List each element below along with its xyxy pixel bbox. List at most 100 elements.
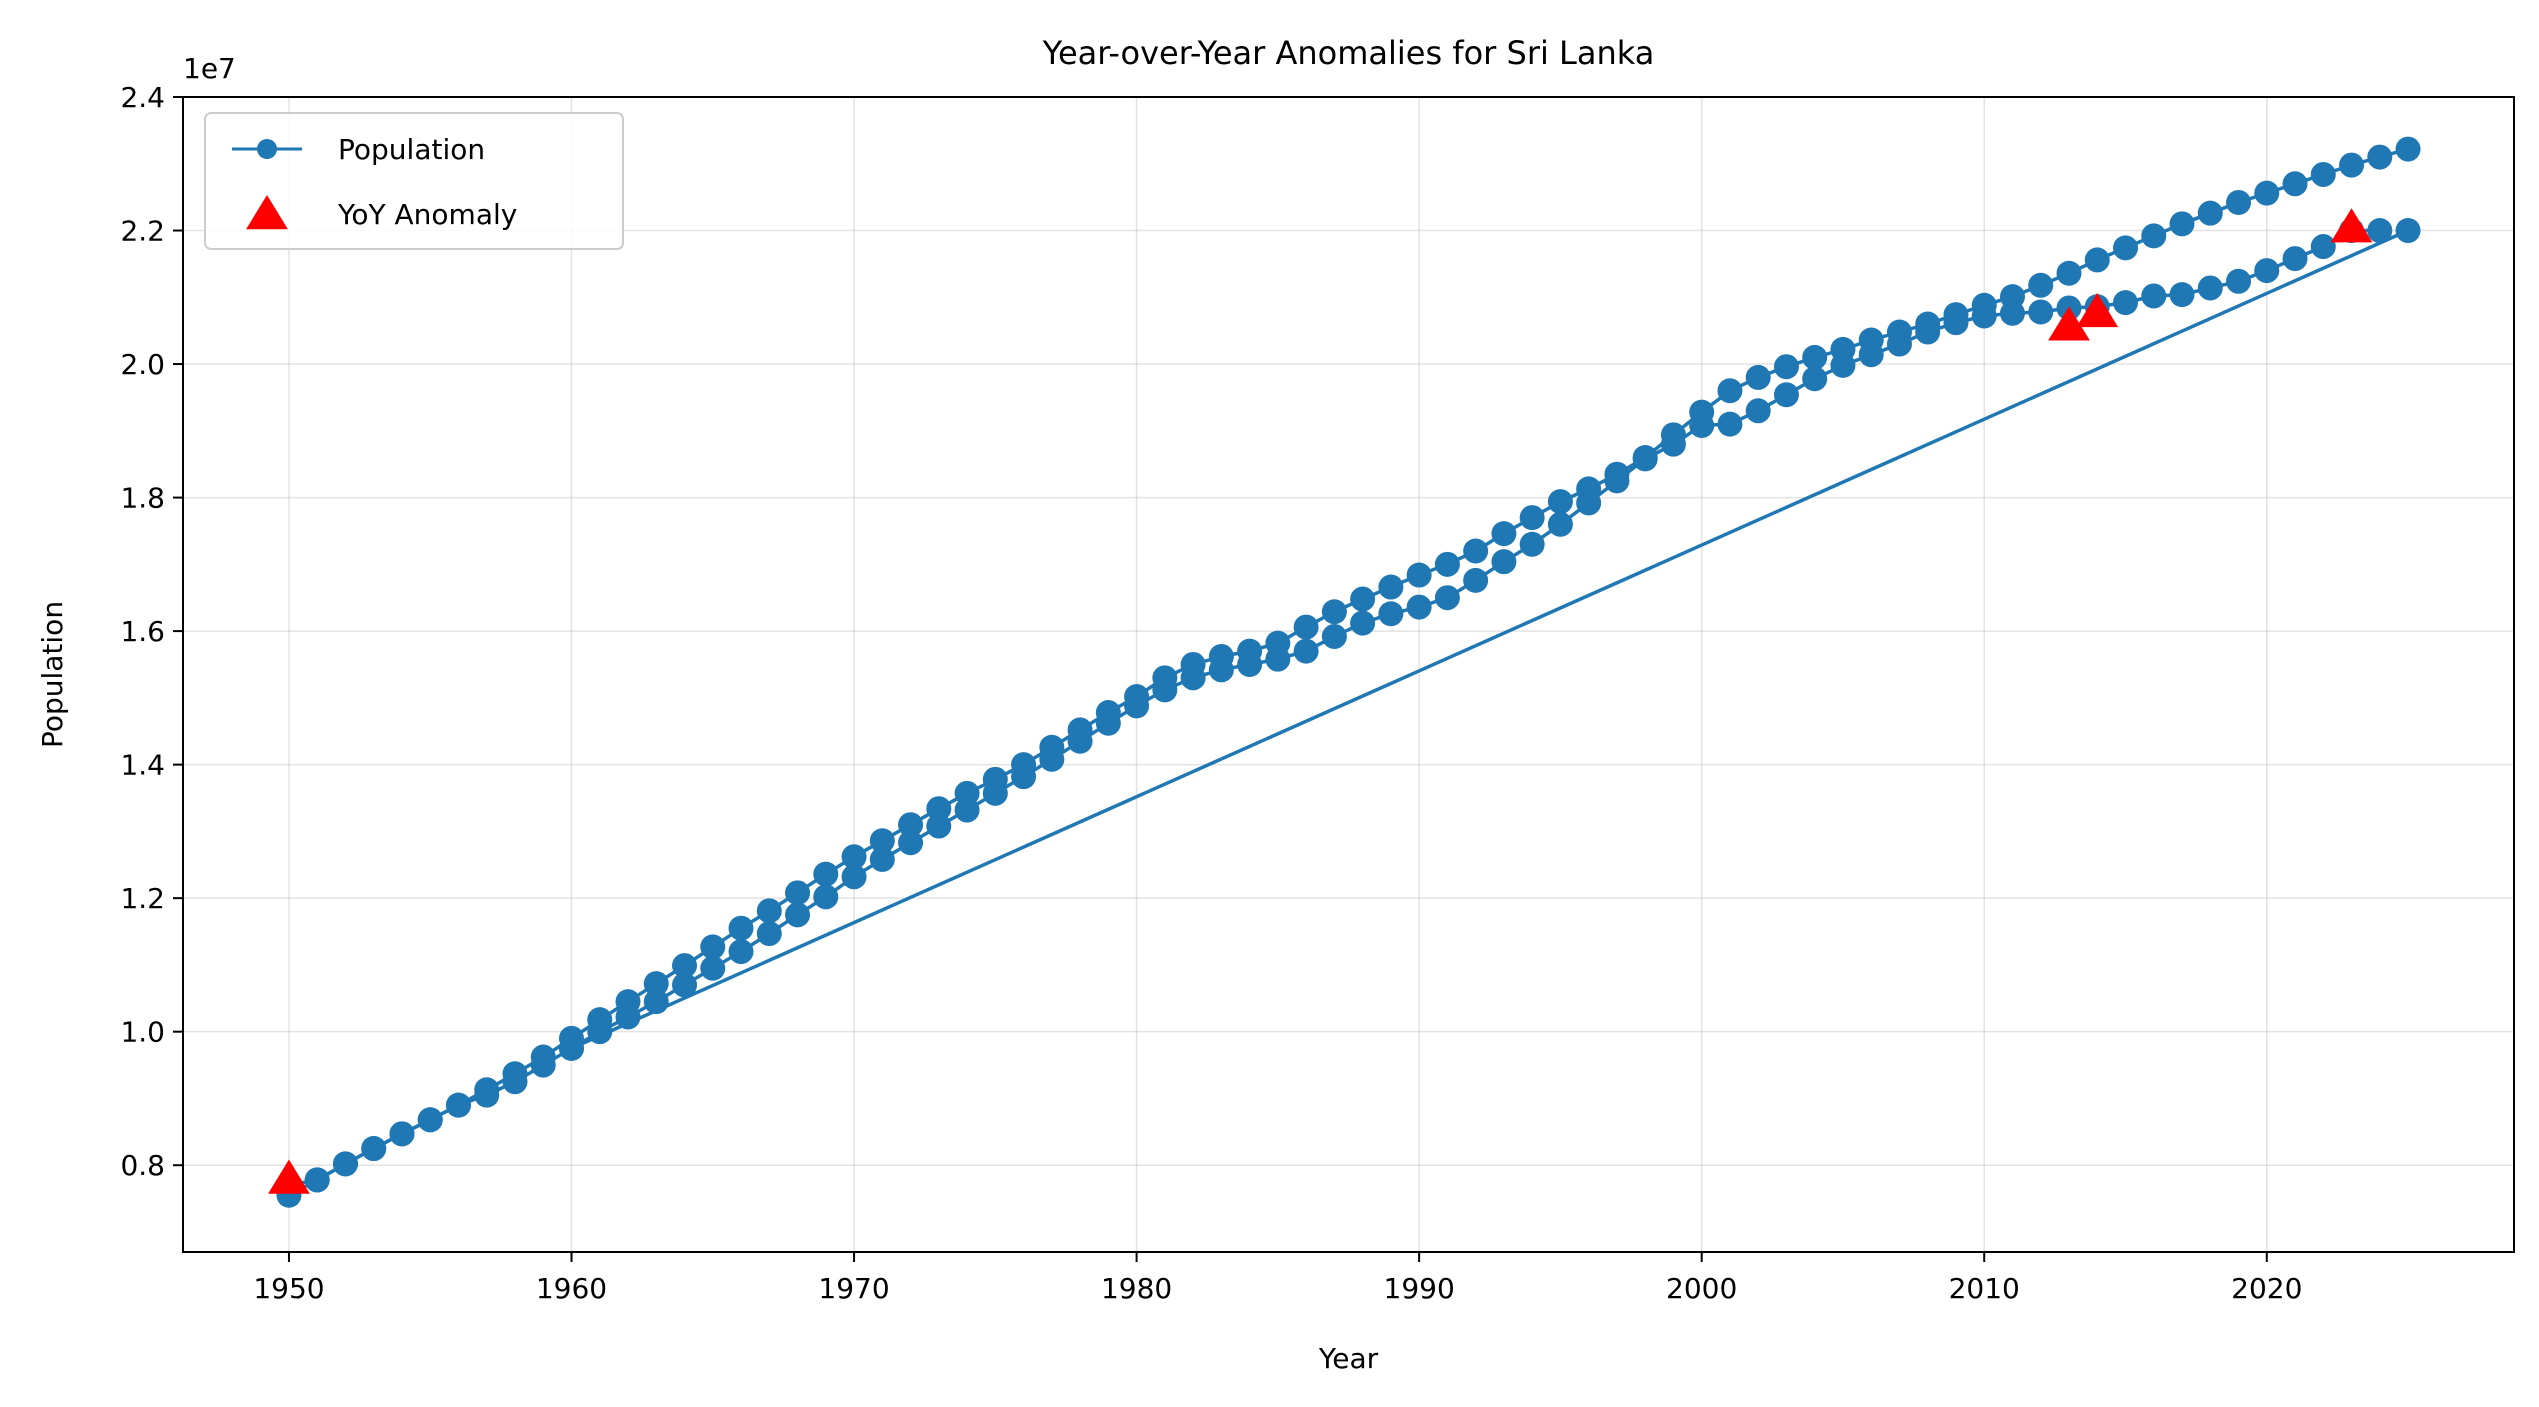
population-point	[898, 812, 924, 838]
y-tick-label: 1.6	[120, 615, 165, 648]
y-offset-label: 1e7	[183, 52, 236, 85]
population-point	[530, 1052, 556, 1078]
population-point	[2226, 268, 2252, 294]
x-tick-label: 2020	[2231, 1272, 2302, 1305]
population-point	[841, 844, 867, 870]
population-point	[1434, 551, 1460, 577]
population-point	[389, 1121, 415, 1147]
population-point	[1689, 412, 1715, 438]
population-point	[587, 1019, 613, 1045]
population-point	[728, 915, 754, 941]
population-point	[785, 902, 811, 928]
y-tick-label: 1.2	[120, 882, 165, 915]
axes-frame	[182, 96, 2515, 1253]
population-point	[1350, 610, 1376, 636]
y-tick-label: 2.4	[120, 81, 165, 114]
population-point	[1350, 586, 1376, 612]
population-point	[474, 1082, 500, 1108]
population-point	[361, 1136, 387, 1162]
population-point	[1717, 411, 1743, 437]
population-point	[1265, 646, 1291, 672]
population-point	[1434, 585, 1460, 611]
y-tick-label: 2.2	[120, 215, 165, 248]
x-axis-label: Year	[1318, 1342, 1379, 1375]
population-point	[1463, 538, 1489, 564]
population-point	[1519, 505, 1545, 531]
population-point	[813, 884, 839, 910]
x-tick-label: 1980	[1101, 1272, 1172, 1305]
population-point	[2197, 200, 2223, 226]
population-point	[700, 955, 726, 981]
population-point	[1604, 468, 1630, 494]
population-point	[1180, 665, 1206, 691]
population-point	[1124, 693, 1150, 719]
population-point	[1039, 746, 1065, 772]
legend-marker-population	[257, 139, 277, 159]
population-line	[570, 228, 2409, 1050]
y-tick-label: 0.8	[120, 1149, 165, 1182]
population-point	[1491, 549, 1517, 575]
population-point	[1321, 623, 1347, 649]
x-tick-label: 2000	[1666, 1272, 1737, 1305]
population-point	[2310, 161, 2336, 187]
y-tick-label: 1.8	[120, 482, 165, 515]
population-point	[1463, 567, 1489, 593]
population-point	[1773, 382, 1799, 408]
population-line	[288, 147, 2409, 1197]
y-tick-label: 1.4	[120, 749, 165, 782]
population-point	[1745, 398, 1771, 424]
x-tick-label: 1990	[1384, 1272, 1455, 1305]
population-point	[2197, 275, 2223, 301]
population-point	[1406, 562, 1432, 588]
population-point	[2169, 282, 2195, 308]
population-point	[1858, 342, 1884, 368]
population-point	[869, 828, 895, 854]
population-point	[2028, 299, 2054, 325]
population-point	[841, 864, 867, 890]
legend-label-anomaly: YoY Anomaly	[337, 198, 517, 231]
population-point	[982, 780, 1008, 806]
population-point	[1293, 614, 1319, 640]
population-point	[304, 1167, 330, 1193]
anomaly-marker	[268, 1159, 310, 1194]
legend-marker-anomaly	[246, 195, 288, 230]
population-point	[2028, 272, 2054, 298]
population-point	[2367, 144, 2393, 170]
population-point	[1802, 344, 1828, 370]
population-point	[728, 939, 754, 965]
population-point	[2282, 171, 2308, 197]
population-point	[1971, 303, 1997, 329]
anomaly-marker	[2048, 306, 2090, 341]
population-point	[2113, 235, 2138, 261]
population-point	[2056, 260, 2082, 286]
population-point	[2310, 234, 2336, 260]
population-point	[1208, 657, 1234, 683]
population-point	[1406, 594, 1432, 620]
population-point	[1999, 300, 2025, 326]
population-point	[615, 1004, 641, 1030]
population-point	[813, 861, 839, 887]
population-point	[1293, 638, 1319, 664]
population-point	[1378, 574, 1404, 600]
population-point	[1095, 710, 1121, 736]
population-point	[2113, 290, 2138, 316]
population-point	[445, 1092, 471, 1118]
population-point	[502, 1069, 528, 1095]
population-point	[1773, 354, 1799, 380]
tick-layer: 1950 1960 1970 1980 1990 2000 2010 2020 0.8 1.0 1.…	[120, 81, 2302, 1305]
population-point	[1011, 764, 1037, 790]
y-tick-label: 1.0	[120, 1016, 165, 1049]
population-point	[1378, 601, 1404, 627]
population-point	[1717, 378, 1743, 404]
population-point	[2254, 180, 2280, 206]
legend: Population YoY Anomaly	[204, 112, 624, 250]
population-point	[559, 1035, 584, 1061]
population-point	[1152, 677, 1178, 703]
population-point	[2395, 136, 2421, 162]
population-point	[1547, 511, 1573, 537]
x-tick-label: 1970	[818, 1272, 889, 1305]
population-point	[700, 934, 726, 960]
population-point	[1321, 599, 1347, 625]
population-point	[1660, 431, 1686, 457]
